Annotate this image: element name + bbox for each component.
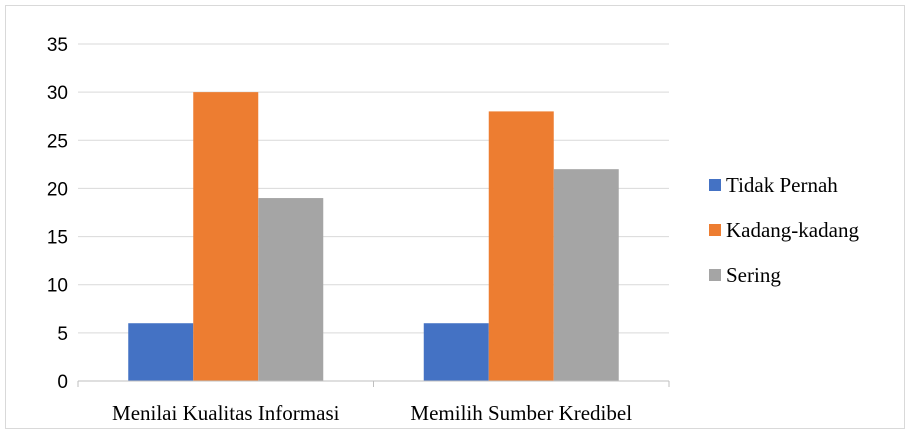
- y-tick-label: 35: [47, 35, 68, 56]
- bar-1-2: [423, 323, 489, 381]
- y-tick-label: 20: [47, 179, 68, 200]
- y-axis-ticks: 0 5 10 15 20 25 30 35: [47, 35, 68, 393]
- bars: [128, 92, 619, 382]
- x-axis: [77, 380, 670, 387]
- y-tick-label: 15: [47, 228, 68, 249]
- legend-label: Kadang-kadang: [726, 218, 859, 242]
- legend-label: Tidak Pernah: [726, 173, 838, 197]
- bar-1-1: [128, 323, 194, 381]
- category-label: Memilih Sumber Kredibel: [410, 401, 632, 425]
- y-tick-label: 25: [47, 131, 68, 152]
- category-labels: Menilai Kualitas Informasi Memilih Sumber…: [112, 401, 632, 425]
- legend-swatch: [709, 224, 721, 236]
- y-tick-label: 10: [47, 276, 68, 297]
- legend-swatch: [709, 269, 721, 281]
- bar-3-1: [258, 198, 324, 381]
- legend: Tidak Pernah Kadang-kadang Sering: [709, 173, 859, 287]
- bar-3-2: [553, 169, 619, 381]
- legend-swatch: [709, 179, 721, 191]
- y-tick-label: 30: [47, 83, 68, 104]
- bar-2-2: [488, 111, 554, 382]
- y-tick-label: 5: [57, 324, 68, 345]
- bar-2-1: [193, 92, 259, 382]
- y-tick-label: 0: [57, 372, 68, 393]
- legend-label: Sering: [726, 263, 781, 287]
- category-label: Menilai Kualitas Informasi: [112, 401, 340, 425]
